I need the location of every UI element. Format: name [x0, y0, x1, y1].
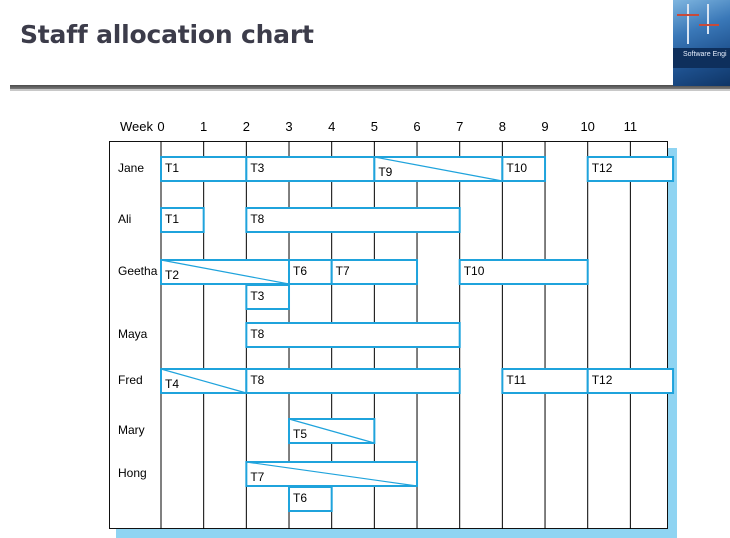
task-label: T12 [592, 373, 613, 387]
task-label: T11 [506, 373, 526, 387]
cover-mast [687, 4, 689, 44]
task-bar [160, 207, 205, 233]
week-tick-label: 11 [624, 119, 638, 134]
title-rule [10, 85, 730, 89]
staff-name-mary: Mary [118, 423, 145, 437]
task-bar [245, 322, 461, 348]
task-label: T2 [165, 268, 179, 282]
task-label: T7 [250, 470, 264, 484]
title-rule-shadow [10, 89, 730, 91]
task-label: T7 [336, 264, 350, 278]
week-tick-label: 0 [157, 119, 164, 134]
task-label: T3 [250, 289, 264, 303]
task-bar [245, 207, 461, 233]
cover-title-text: Software Engi [683, 51, 727, 58]
task-label: T9 [378, 165, 392, 179]
book-cover-thumbnail: Software Engi [673, 0, 730, 86]
task-bar [501, 156, 547, 182]
task-bar-diagonal [160, 368, 247, 394]
week-tick-label: 6 [413, 119, 420, 134]
cover-crane-arm [699, 24, 719, 26]
cover-stripe [673, 48, 730, 68]
task-bar [245, 368, 461, 394]
task-bar [586, 156, 675, 182]
task-label: T1 [165, 212, 179, 226]
task-bar [458, 259, 589, 285]
task-label: T1 [165, 161, 179, 175]
staff-name-jane: Jane [118, 161, 144, 175]
task-label: T8 [250, 327, 264, 341]
task-bar-diagonal [246, 461, 418, 487]
week-tick-label: 9 [541, 119, 548, 134]
task-label: T3 [250, 161, 264, 175]
task-label: T12 [592, 161, 613, 175]
staff-name-ali: Ali [118, 212, 131, 226]
task-label: T8 [250, 212, 264, 226]
week-tick-label: 4 [328, 119, 335, 134]
task-bar-diagonal [160, 259, 290, 285]
week-tick-label: 3 [285, 119, 292, 134]
task-label: T5 [293, 427, 307, 441]
task-bar [245, 284, 291, 310]
cover-crane-arm [677, 14, 699, 16]
week-tick-label: 5 [371, 119, 378, 134]
task-bar [160, 156, 248, 182]
staff-name-fred: Fred [118, 373, 143, 387]
task-bar-diagonal [288, 418, 375, 444]
week-label: Week [120, 119, 153, 134]
task-label: T10 [464, 264, 485, 278]
week-tick-label: 2 [243, 119, 250, 134]
task-label: T6 [293, 491, 307, 505]
cover-mast [707, 4, 709, 34]
task-label: T10 [506, 161, 527, 175]
week-tick-label: 10 [580, 119, 594, 134]
staff-name-maya: Maya [118, 327, 148, 341]
task-label: T8 [250, 373, 264, 387]
task-label: T6 [293, 264, 307, 278]
week-tick-label: 8 [499, 119, 506, 134]
task-bar [288, 486, 333, 512]
task-bar [586, 368, 675, 394]
task-bar [288, 259, 333, 285]
slide-title: Staff allocation chart [20, 20, 314, 49]
task-bar [330, 259, 419, 285]
task-label: T4 [165, 377, 179, 391]
staff-name-geetha: Geetha [118, 264, 158, 278]
week-tick-label: 7 [456, 119, 463, 134]
staff-name-hong: Hong [118, 466, 147, 480]
task-bar-diagonal [374, 156, 503, 182]
task-bar [245, 156, 376, 182]
week-tick-label: 1 [200, 119, 207, 134]
